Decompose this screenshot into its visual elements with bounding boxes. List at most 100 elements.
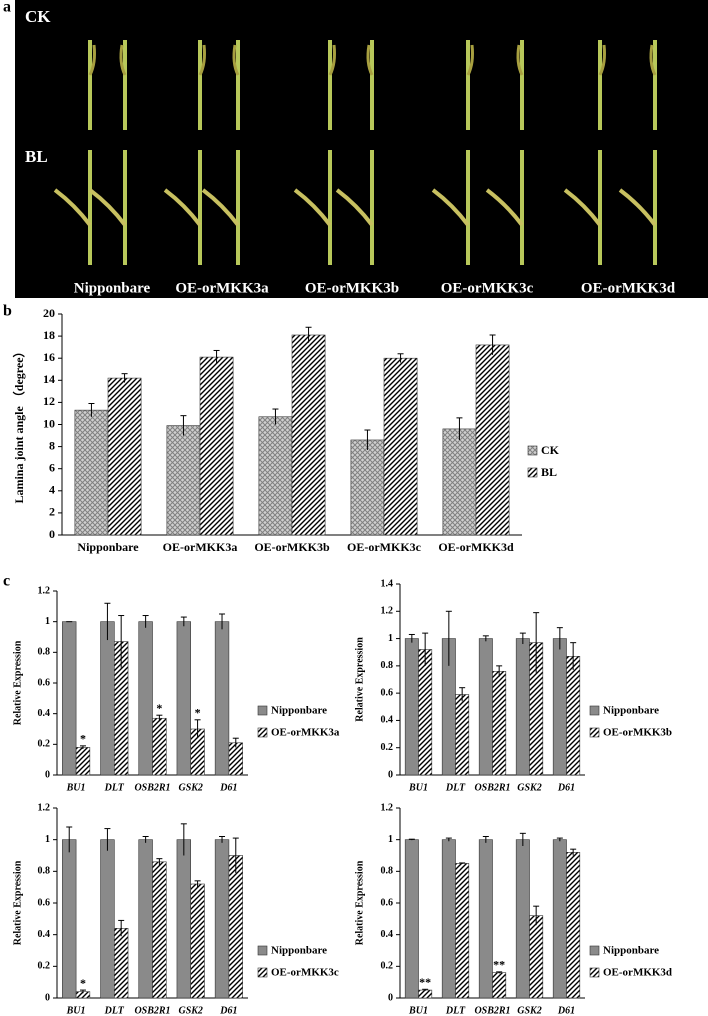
error-bar — [142, 615, 149, 628]
y-tick-label: 8 — [49, 438, 55, 452]
y-tick-label: 4 — [49, 483, 55, 497]
legend-label: Nipponbare — [271, 705, 327, 717]
bar — [441, 839, 456, 999]
stem — [520, 40, 524, 130]
error-bar — [121, 373, 128, 383]
bar — [442, 428, 477, 536]
bar — [176, 621, 191, 776]
legend-label: CK — [541, 443, 560, 457]
x-tick-label: GSK2 — [517, 1005, 541, 1016]
error-bar — [219, 836, 226, 843]
bar — [404, 638, 419, 776]
stem — [653, 150, 657, 265]
error-bar — [445, 837, 452, 842]
legend-label: OE-orMKK3b — [603, 727, 672, 739]
legend-swatch — [589, 945, 600, 956]
legend-swatch — [257, 705, 268, 716]
bar — [114, 928, 129, 999]
bar — [214, 839, 230, 999]
row-label: CK — [25, 7, 51, 26]
stem — [88, 150, 92, 265]
leaf — [649, 44, 657, 76]
error-bar — [556, 627, 563, 650]
x-tick-label: Nipponbare — [77, 540, 139, 554]
y-tick-label: 0 — [388, 992, 393, 1003]
significance-label: * — [80, 976, 86, 990]
plants — [53, 40, 657, 265]
x-tick-label: BU1 — [66, 782, 86, 793]
legend-swatch — [527, 445, 538, 456]
error-bar — [104, 602, 111, 641]
y-tick-label: 0.6 — [381, 687, 394, 698]
column-label: Nipponbare — [74, 280, 151, 296]
stem — [328, 150, 332, 265]
panel-label: b — [3, 303, 12, 320]
y-tick-label: 0.4 — [38, 929, 51, 940]
x-tick-label: DLT — [104, 1005, 125, 1016]
y-tick-label: 16 — [43, 350, 55, 364]
y-tick-label: 1 — [45, 616, 50, 627]
leaf — [516, 44, 524, 76]
x-tick-label: OE-orMKK3b — [254, 540, 330, 554]
bar — [478, 839, 493, 999]
bar — [515, 638, 530, 776]
bar — [291, 334, 326, 536]
stem — [236, 150, 240, 265]
bar — [107, 377, 142, 536]
stem — [236, 40, 240, 130]
significance-label: * — [195, 706, 201, 720]
leaf — [293, 188, 332, 227]
bar — [75, 747, 91, 776]
bar — [166, 425, 201, 536]
significance-label: * — [156, 701, 162, 715]
x-tick-label: BU1 — [408, 1005, 428, 1016]
error-bar — [570, 848, 577, 856]
error-bar — [66, 826, 73, 853]
error-bar — [445, 610, 452, 666]
photo-background — [15, 0, 708, 298]
error-bar — [272, 408, 279, 425]
x-tick-label: D61 — [219, 1005, 237, 1016]
error-bar — [459, 687, 466, 702]
error-bar — [142, 836, 149, 843]
y-axis-label: Relative Expression — [354, 637, 365, 722]
bar — [418, 989, 433, 999]
leaf — [119, 44, 127, 76]
error-bar — [533, 905, 540, 926]
y-tick-label: 1.2 — [381, 606, 394, 617]
x-tick-label: GSK2 — [178, 1005, 202, 1016]
stem — [466, 40, 470, 130]
leaf — [366, 44, 374, 76]
bar — [152, 717, 167, 776]
legend-swatch — [257, 727, 268, 738]
error-bar — [408, 838, 415, 841]
x-tick-label: GSK2 — [517, 782, 541, 793]
error-bar — [194, 880, 201, 888]
error-bar — [364, 429, 371, 450]
x-tick-label: BU1 — [66, 1005, 86, 1016]
x-tick-label: D61 — [557, 782, 575, 793]
bar — [228, 855, 243, 999]
leaf — [431, 188, 470, 227]
error-bar — [79, 745, 86, 749]
legend-swatch — [589, 967, 600, 978]
error-bar — [422, 632, 429, 666]
y-tick-label: 0 — [388, 769, 393, 780]
y-tick-label: 0.8 — [38, 647, 51, 658]
leaf — [335, 188, 374, 227]
bar — [492, 972, 507, 999]
legend-label: OE-orMKK3c — [271, 967, 339, 979]
bar — [492, 671, 507, 776]
error-bar — [104, 828, 111, 851]
legend-label: Nipponbare — [603, 705, 659, 717]
leaf — [201, 188, 240, 227]
error-bar — [533, 612, 540, 673]
significance-label: ** — [419, 975, 431, 989]
error-bar — [456, 417, 463, 440]
error-bar — [305, 326, 312, 343]
y-tick-label: 0 — [45, 769, 50, 780]
y-tick-label: 0.8 — [38, 866, 51, 877]
x-tick-label: DLT — [445, 1005, 466, 1016]
stem — [88, 40, 92, 130]
